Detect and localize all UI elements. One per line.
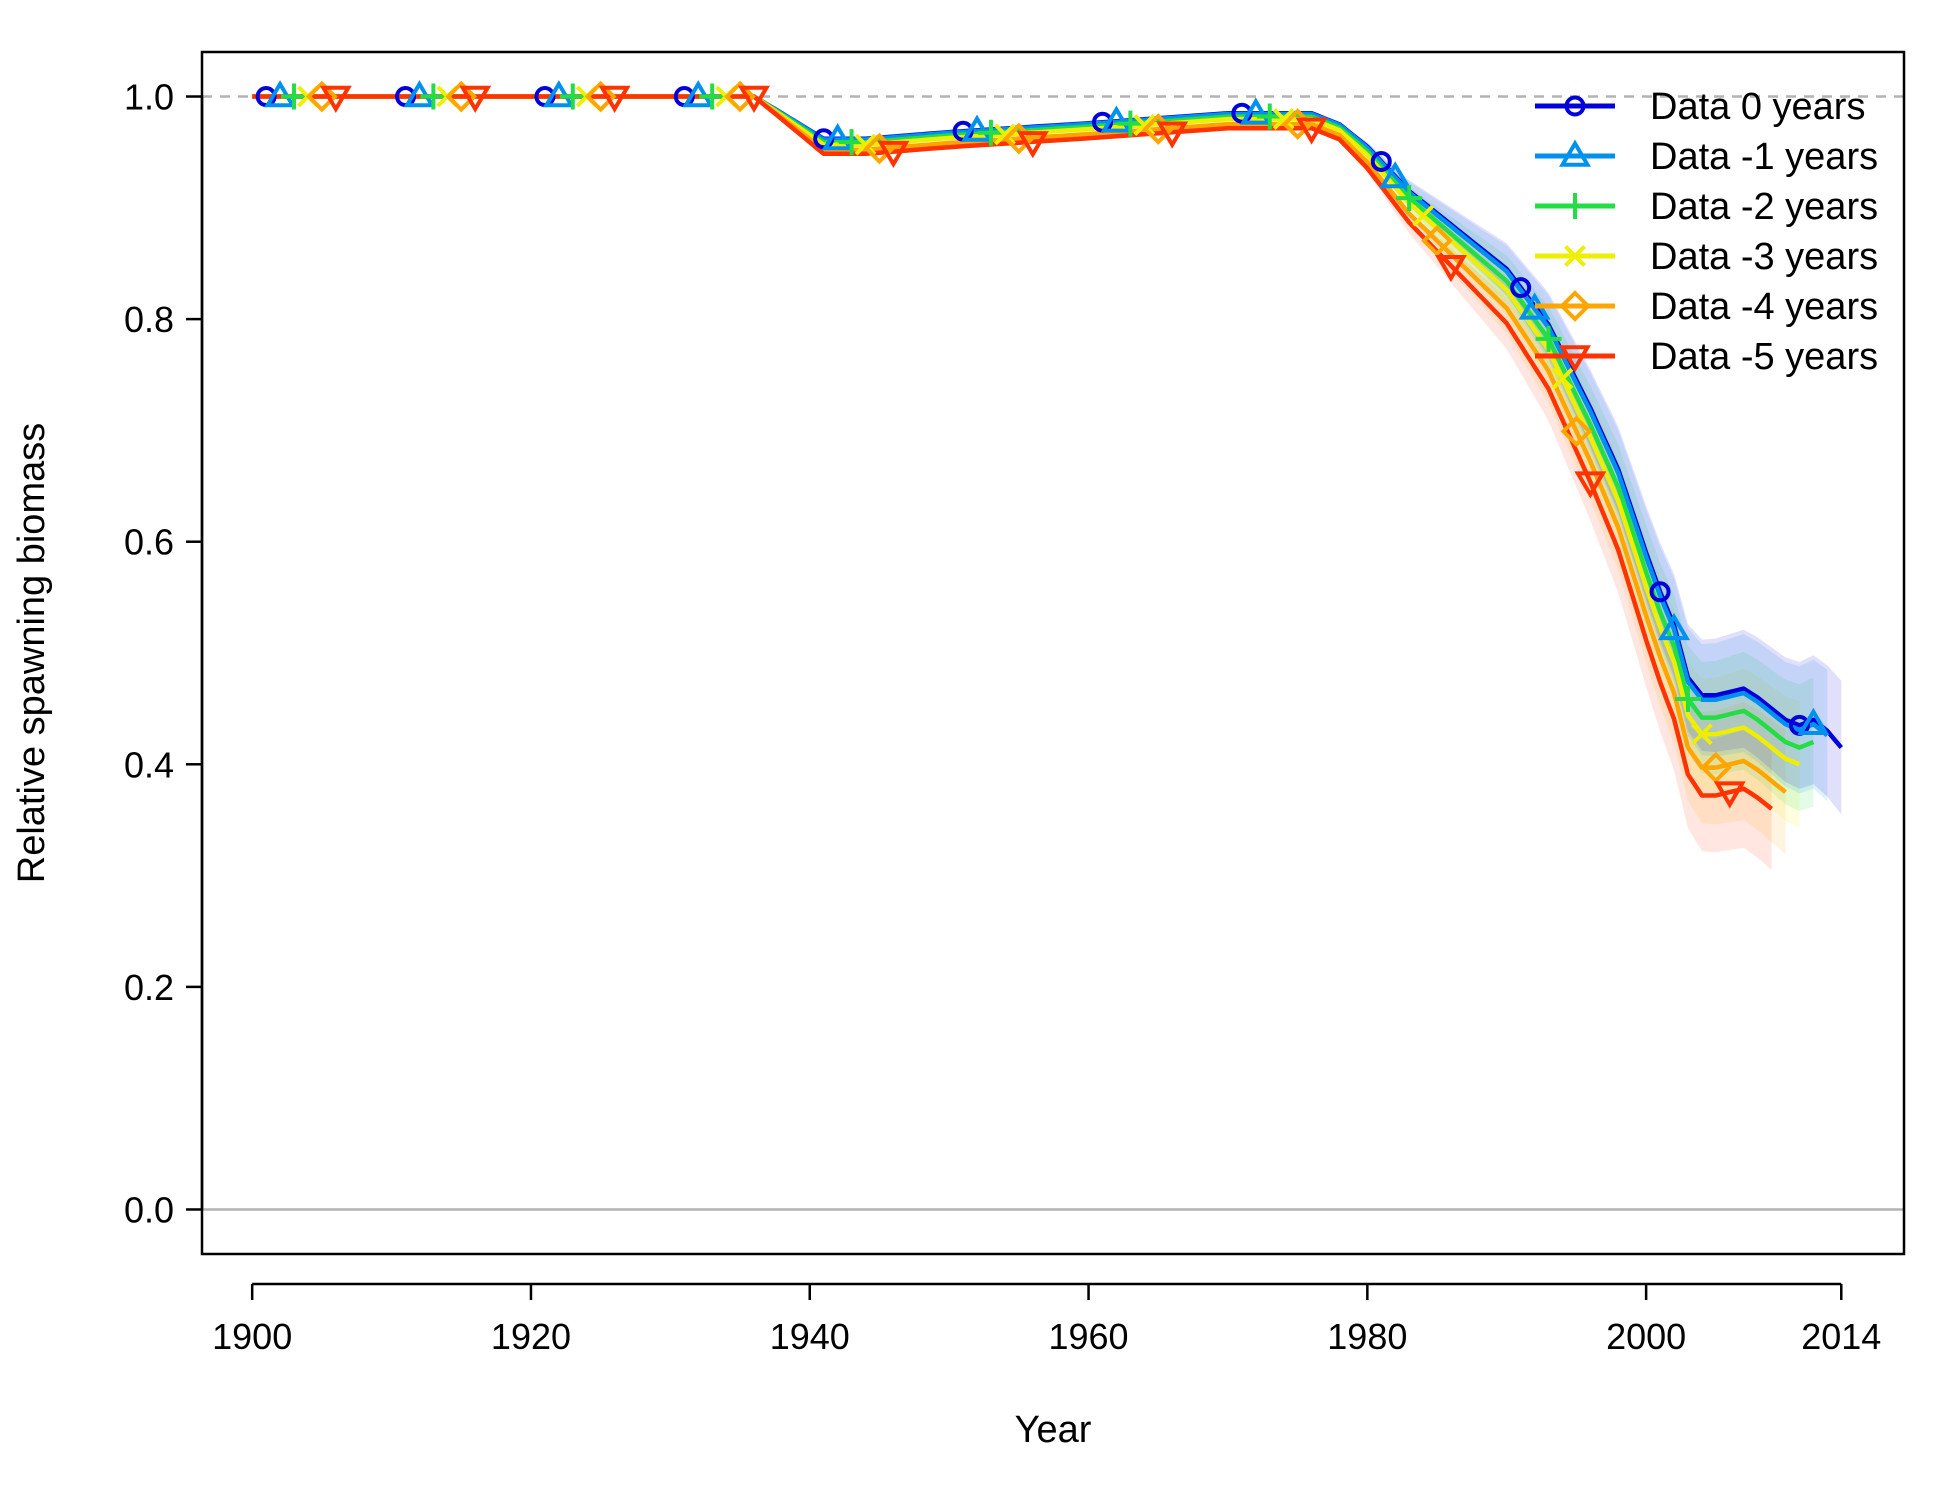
marker-data-1-years-1962 <box>1100 105 1133 133</box>
y-tick-label-0.8: 0.8 <box>124 299 174 340</box>
y-tick-label-1.0: 1.0 <box>124 77 174 118</box>
legend-marker-data-0-years <box>1564 95 1586 117</box>
series-markers <box>255 80 1830 809</box>
marker-data-1-years-1952 <box>961 114 994 142</box>
marker-data-5-years-1906 <box>319 85 352 113</box>
x-tick-label-1920: 1920 <box>491 1316 571 1357</box>
marker-data-3-years-2004 <box>1690 723 1713 746</box>
marker-data-2-years-1993 <box>1535 325 1562 352</box>
marker-data-4-years-1915 <box>445 80 478 113</box>
marker-data-4-years-2005 <box>1699 751 1732 784</box>
legend-label-data-5-years: Data -5 years <box>1650 336 1878 378</box>
marker-data-5-years-1956 <box>1016 131 1049 159</box>
marker-data-5-years-1976 <box>1295 117 1328 145</box>
legend-label-data-4-years: Data -4 years <box>1650 286 1878 328</box>
marker-data-2-years-1913 <box>420 83 447 110</box>
marker-data-0-years-2001 <box>1649 581 1671 603</box>
marker-data-5-years-1926 <box>598 85 631 113</box>
marker-data-4-years-1925 <box>584 80 617 113</box>
legend: Data 0 years Data -1 years Data -2 years Da… <box>1535 86 1878 378</box>
x-tick-label-2014: 2014 <box>1801 1316 1881 1357</box>
marker-data-2-years-1933 <box>699 83 726 110</box>
marker-data-5-years-1946 <box>877 140 910 169</box>
legend-label-data-0-years: Data 0 years <box>1650 86 1865 128</box>
marker-data-0-years-1991 <box>1510 277 1532 299</box>
marker-data-1-years-1972 <box>1239 97 1272 125</box>
legend-label-data-2-years: Data -2 years <box>1650 186 1878 228</box>
marker-data-4-years-1995 <box>1560 415 1593 448</box>
marker-data-5-years-1996 <box>1574 471 1607 499</box>
marker-data-2-years-1903 <box>281 83 307 110</box>
legend-item-data-5-years: Data -5 years <box>1535 336 1878 378</box>
marker-data-3-years-1994 <box>1551 367 1574 390</box>
marker-data-3-years-1964 <box>1133 114 1156 136</box>
marker-data-5-years-1916 <box>459 85 492 113</box>
x-axis: 1900 1920 1940 1960 1980 2000 2014 <box>212 1282 1881 1357</box>
marker-data-2-years-2003 <box>1674 686 1701 713</box>
y-tick-label-0.6: 0.6 <box>124 522 174 563</box>
legend-label-data-1-years: Data -1 years <box>1650 136 1878 178</box>
legend-label-data-3-years: Data -3 years <box>1650 236 1878 278</box>
marker-data-3-years-1944 <box>854 133 877 156</box>
legend-marker-data-1-years <box>1559 139 1591 167</box>
y-tick-label-0.4: 0.4 <box>124 744 174 785</box>
marker-data-1-years-1982 <box>1379 161 1412 189</box>
x-tick-label-1980: 1980 <box>1327 1316 1407 1357</box>
marker-data-3-years-1954 <box>993 123 1016 146</box>
marker-data-3-years-1974 <box>1272 108 1295 130</box>
band-data-3-years <box>1339 130 1800 828</box>
marker-data-2-years-1953 <box>977 119 1004 146</box>
legend-marker-data-3-years <box>1564 245 1586 267</box>
marker-data-4-years-1905 <box>306 80 338 113</box>
marker-data-5-years-1966 <box>1156 121 1189 149</box>
marker-data-5-years-2006 <box>1713 781 1746 809</box>
marker-data-1-years-2012 <box>1797 707 1830 735</box>
legend-item-data-3-years: Data -3 years <box>1535 236 1878 278</box>
marker-data-4-years-1985 <box>1421 224 1453 257</box>
marker-data-0-years-1981 <box>1370 150 1392 172</box>
marker-data-5-years-1986 <box>1434 254 1467 283</box>
y-tick-label-0.2: 0.2 <box>124 967 174 1008</box>
x-tick-label-2000: 2000 <box>1606 1316 1686 1357</box>
x-tick-label-1960: 1960 <box>1048 1316 1128 1357</box>
legend-marker-data-2-years <box>1562 193 1588 219</box>
x-tick-label-1900: 1900 <box>212 1316 292 1357</box>
legend-item-data-0-years: Data 0 years <box>1535 86 1865 128</box>
legend-item-data-4-years: Data -4 years <box>1535 286 1878 328</box>
x-axis-title: Year <box>1015 1409 1092 1451</box>
marker-data-2-years-1923 <box>559 83 586 110</box>
legend-item-data-2-years: Data -2 years <box>1535 186 1878 228</box>
y-axis-title: Relative spawning biomass <box>11 423 53 883</box>
legend-item-data-1-years: Data -1 years <box>1535 136 1878 178</box>
band-data-4-years <box>1339 135 1786 855</box>
marker-data-1-years-2002 <box>1658 612 1690 641</box>
x-tick-label-1940: 1940 <box>770 1316 850 1357</box>
marker-data-2-years-1963 <box>1117 110 1144 137</box>
y-axis: 0.0 0.2 0.4 0.6 0.8 1.0 <box>124 77 204 1230</box>
marker-data-2-years-1983 <box>1396 185 1423 212</box>
reference-lines <box>202 95 1904 1211</box>
marker-data-4-years-1935 <box>724 80 756 113</box>
marker-data-3-years-1984 <box>1412 204 1435 227</box>
marker-data-1-years-1942 <box>821 123 854 151</box>
band-data-1-years <box>1339 125 1828 801</box>
y-tick-label-0.0: 0.0 <box>124 1189 174 1230</box>
band-data-0-years <box>1339 124 1842 815</box>
marker-data-5-years-1936 <box>738 85 770 113</box>
legend-marker-data-4-years <box>1559 290 1591 322</box>
legend-marker-data-5-years <box>1559 345 1591 373</box>
